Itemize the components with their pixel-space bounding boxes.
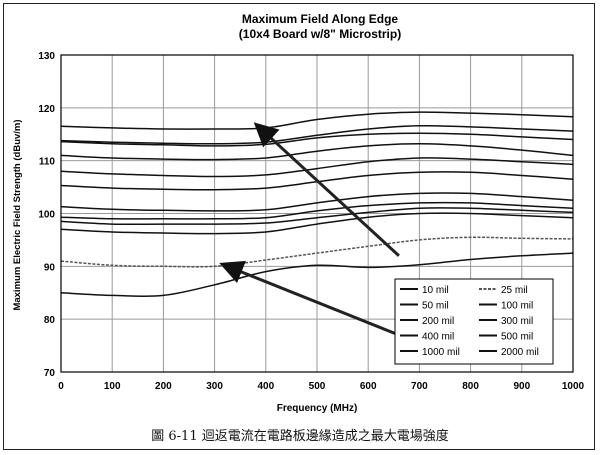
plot-area-border (60, 54, 574, 373)
series-line-100-mil (60, 207, 574, 226)
x-tick-label: 700 (411, 381, 428, 392)
series-line-unlabeled-11 (60, 124, 574, 145)
legend-label: 50 mil (422, 301, 449, 312)
x-tick-label: 600 (360, 381, 377, 392)
chart-title: Maximum Field Along Edge (242, 12, 399, 26)
legend-label: 10 mil (422, 285, 449, 296)
series-line-500-mil (60, 157, 574, 178)
y-tick-label: 80 (44, 315, 56, 326)
series-line-300-mil (60, 192, 574, 212)
y-tick-label: 120 (38, 104, 55, 115)
series-line-unlabeled-10 (60, 111, 574, 130)
y-tick-label: 90 (44, 262, 56, 273)
x-tick-label: 500 (309, 381, 326, 392)
y-axis-label: Maximum Electric Field Strength (dBuv/m) (12, 119, 23, 310)
series-line-10-mil (60, 252, 574, 298)
figure-caption: 圖 6-11 迴返電流在電路板邊緣造成之最大電場強度 (151, 429, 449, 444)
x-tick-label: 800 (462, 381, 479, 392)
x-axis-label: Frequency (MHz) (277, 403, 358, 414)
axes: 0 100 200 300 400 500 600 700 800 900 1000 70 80 90 10… (38, 51, 584, 392)
legend: 10 mil 25 mil 50 mil 100 mil 200 mil 300 mil 4… (394, 278, 554, 365)
series-line-50-mil (60, 212, 574, 235)
x-tick-label: 900 (513, 381, 530, 392)
x-tick-label: 0 (58, 381, 64, 392)
legend-label: 300 mil (501, 316, 533, 327)
series-line-25-mil (60, 236, 574, 268)
annotation-arrow (253, 122, 400, 257)
x-tick-label: 100 (104, 381, 121, 392)
y-tick-label: 100 (38, 210, 55, 221)
chart-subtitle: (10x4 Board w/8" Microstrip) (239, 27, 401, 41)
x-tick-label: 200 (155, 381, 172, 392)
series-line-1000-mil (60, 143, 574, 161)
legend-label: 200 mil (422, 316, 454, 327)
legend-box (394, 278, 554, 365)
y-tick-label: 110 (39, 157, 56, 168)
y-tick-label: 130 (38, 51, 55, 62)
legend-label: 500 mil (501, 332, 533, 343)
y-tick-label: 70 (44, 368, 56, 379)
x-tick-label: 300 (206, 381, 223, 392)
annotation-arrow (219, 260, 400, 337)
legend-label: 2000 mil (501, 347, 539, 358)
legend-label: 25 mil (501, 285, 528, 296)
legend-label: 400 mil (422, 332, 454, 343)
x-tick-label: 400 (257, 381, 274, 392)
series-line-200-mil (60, 201, 574, 220)
legend-label: 1000 mil (422, 347, 460, 358)
annotation-arrows (219, 122, 400, 337)
legend-label: 100 mil (501, 301, 533, 312)
series-line-2000-mil (60, 132, 574, 147)
x-tick-label: 1000 (562, 381, 585, 392)
